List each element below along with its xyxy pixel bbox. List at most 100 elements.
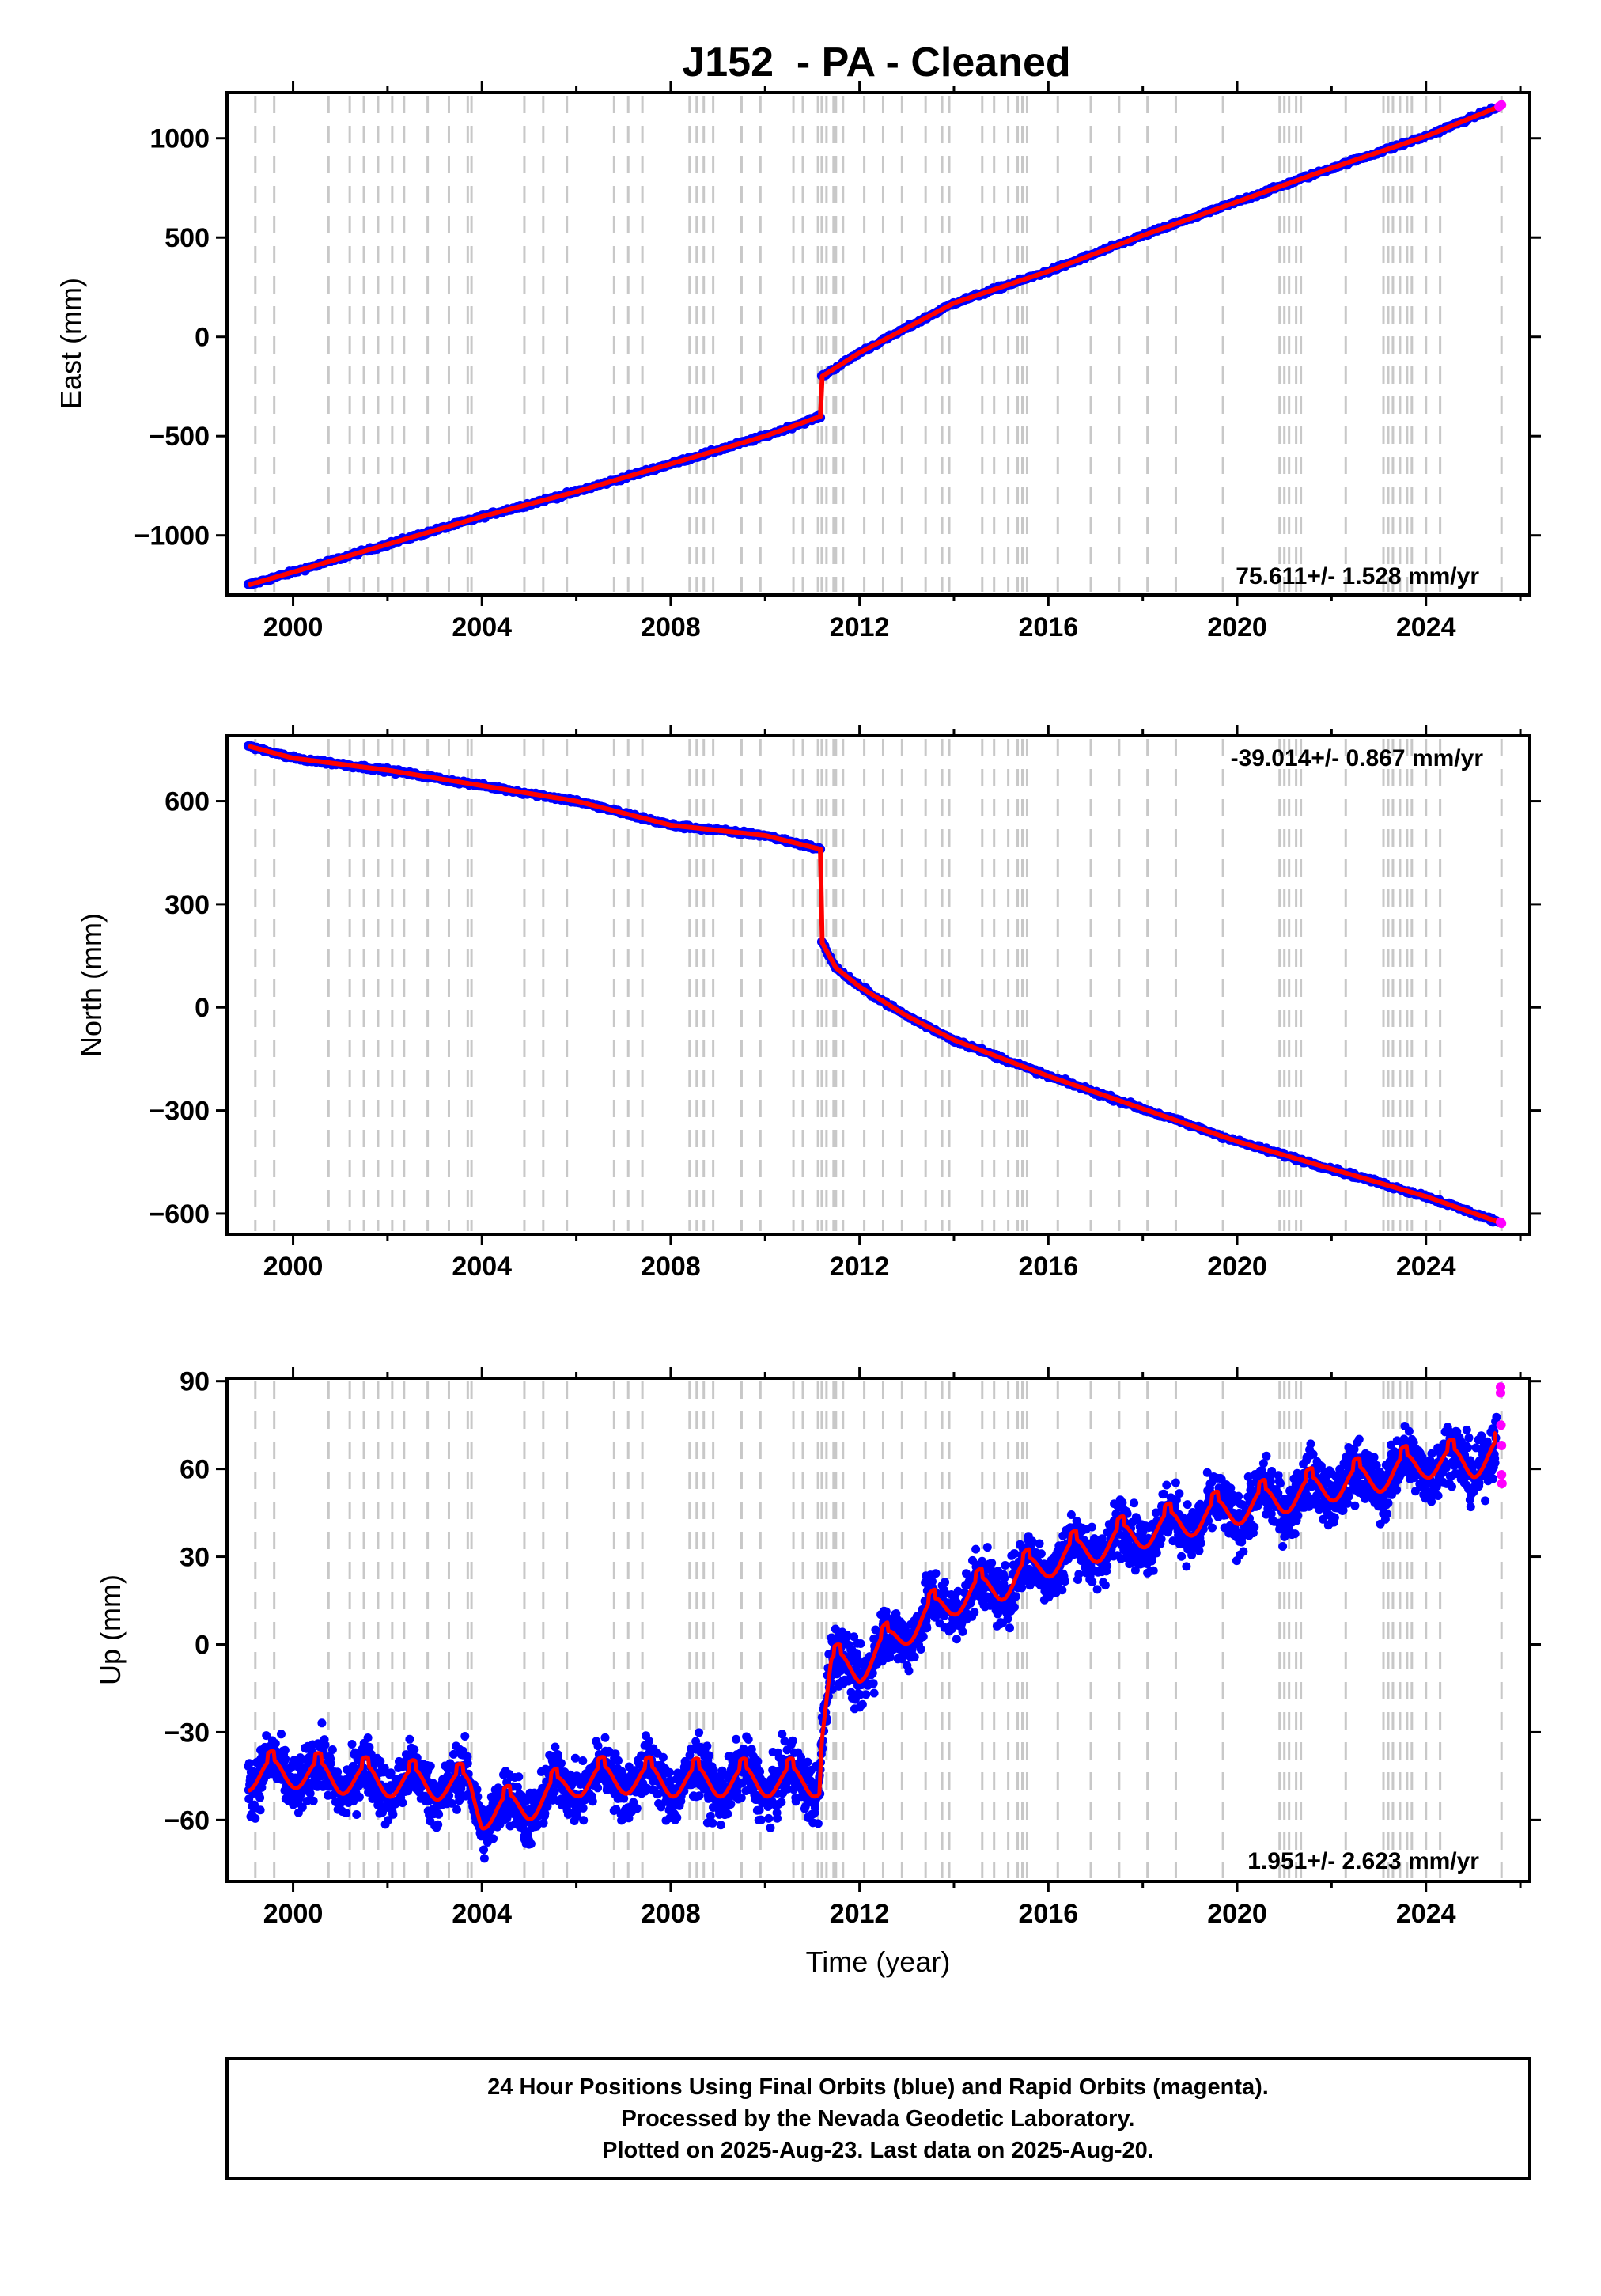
up-final-point xyxy=(645,1737,653,1745)
up-final-point xyxy=(702,1741,712,1751)
up-final-point xyxy=(452,1805,461,1814)
up-final-point xyxy=(1250,1522,1259,1532)
up-final-point xyxy=(1060,1577,1069,1586)
up-final-point xyxy=(756,1815,766,1824)
up-final-point xyxy=(632,1804,642,1813)
up-final-point xyxy=(550,1787,559,1797)
north-rapid-point xyxy=(1497,1218,1507,1229)
up-final-point xyxy=(922,1623,932,1633)
up-final-point xyxy=(479,1845,488,1855)
up-final-point xyxy=(1011,1592,1020,1601)
up-final-point xyxy=(489,1834,498,1843)
up-final-point xyxy=(1100,1581,1110,1590)
up-final-point xyxy=(281,1755,290,1764)
up-final-point xyxy=(1152,1548,1161,1558)
up-final-point xyxy=(1266,1477,1275,1487)
up-final-point xyxy=(333,1767,343,1777)
up-final-point xyxy=(941,1578,950,1587)
up-final-point xyxy=(388,1809,398,1819)
up-final-point xyxy=(342,1809,351,1818)
up-final-point xyxy=(277,1730,286,1739)
up-final-point xyxy=(271,1739,280,1749)
up-final-point xyxy=(705,1751,714,1760)
up-final-point xyxy=(773,1813,782,1823)
east-ticks: 2000 2004 2008 2012 2016 2020 2024−1000−500050… xyxy=(134,81,1541,642)
east-x-tick-label: 2016 xyxy=(1019,612,1079,642)
up-final-point xyxy=(251,1813,260,1823)
up-final-point xyxy=(593,1741,603,1751)
east-frame xyxy=(225,91,1531,597)
east-x-tick-label: 2004 xyxy=(452,612,512,642)
up-final-point xyxy=(869,1679,878,1688)
up-final-point xyxy=(716,1821,725,1830)
up-final-point xyxy=(869,1688,879,1698)
up-final-point xyxy=(904,1666,914,1676)
up-final-point xyxy=(861,1690,871,1699)
north-rate-label: -39.014+/- 0.867 mm/yr xyxy=(1231,745,1484,771)
up-final-point xyxy=(1001,1561,1010,1570)
up-final-point xyxy=(723,1809,732,1819)
north-step-lines xyxy=(254,739,1503,1231)
up-final-point xyxy=(1183,1500,1192,1510)
up-final-point xyxy=(317,1718,327,1728)
east-y-tick-label: 0 xyxy=(195,323,210,353)
up-final-point xyxy=(308,1796,318,1805)
up-final-point xyxy=(952,1635,961,1644)
up-final-point xyxy=(1194,1546,1204,1555)
up-final-point xyxy=(1005,1623,1014,1633)
up-final-point xyxy=(1208,1523,1217,1533)
up-final-point xyxy=(1087,1522,1096,1532)
up-final-point xyxy=(1234,1491,1243,1501)
up-final-point xyxy=(255,1793,265,1802)
up-final-point xyxy=(614,1756,623,1765)
up-final-point xyxy=(987,1559,997,1567)
up-final-point xyxy=(695,1728,704,1737)
up-final-point xyxy=(777,1798,786,1807)
up-final-point xyxy=(1239,1547,1248,1556)
up-final-point xyxy=(1177,1552,1187,1561)
north-x-tick-label: 2024 xyxy=(1396,1252,1456,1282)
up-final-point xyxy=(593,1783,603,1793)
up-final-point xyxy=(280,1745,290,1755)
up-final-point xyxy=(971,1544,981,1554)
east-model-line xyxy=(247,105,1498,588)
up-final-point xyxy=(664,1767,674,1777)
up-final-point xyxy=(1003,1614,1012,1623)
up-final-point xyxy=(579,1816,589,1825)
up-final-point xyxy=(326,1759,335,1768)
north-y-tick-label: 0 xyxy=(195,993,210,1023)
figure-title: J152 - PA - Cleaned xyxy=(682,40,1070,85)
up-final-point xyxy=(1058,1586,1067,1595)
up-final-point xyxy=(732,1734,741,1744)
up-final-point xyxy=(305,1789,315,1798)
east-x-tick-label: 2008 xyxy=(641,612,701,642)
east-x-tick-label: 2024 xyxy=(1396,612,1456,642)
up-final-point xyxy=(434,1809,444,1819)
north-x-tick-label: 2016 xyxy=(1019,1252,1079,1282)
up-final-point xyxy=(813,1819,823,1828)
up-final-point xyxy=(970,1608,979,1617)
up-final-point xyxy=(557,1759,566,1768)
north-axis-label: North (mm) xyxy=(75,913,108,1057)
up-final-point xyxy=(1000,1574,1009,1582)
up-final-point xyxy=(1162,1480,1171,1490)
up-final-point xyxy=(433,1820,443,1829)
up-final-point xyxy=(539,1818,548,1828)
north-x-tick-label: 2020 xyxy=(1207,1252,1267,1282)
up-final-point xyxy=(588,1797,597,1806)
north-y-tick-label: −600 xyxy=(149,1199,210,1229)
up-final-point xyxy=(658,1752,668,1762)
up-final-point xyxy=(1118,1498,1127,1507)
up-final-point xyxy=(600,1733,610,1742)
east-panel: 2000 2004 2008 2012 2016 2020 2024−1000−500050… xyxy=(55,81,1541,642)
up-final-point xyxy=(479,1854,489,1863)
up-final-point xyxy=(1171,1478,1180,1487)
up-final-point xyxy=(753,1756,763,1766)
north-x-tick-label: 2012 xyxy=(830,1252,890,1282)
east-y-tick-label: −500 xyxy=(149,422,210,452)
north-panel: 2000 2004 2008 2012 2016 2020 2024−600−3000300… xyxy=(75,725,1541,1282)
up-final-point xyxy=(766,1823,775,1832)
up-final-point xyxy=(1149,1566,1158,1575)
north-x-tick-label: 2008 xyxy=(641,1252,701,1282)
